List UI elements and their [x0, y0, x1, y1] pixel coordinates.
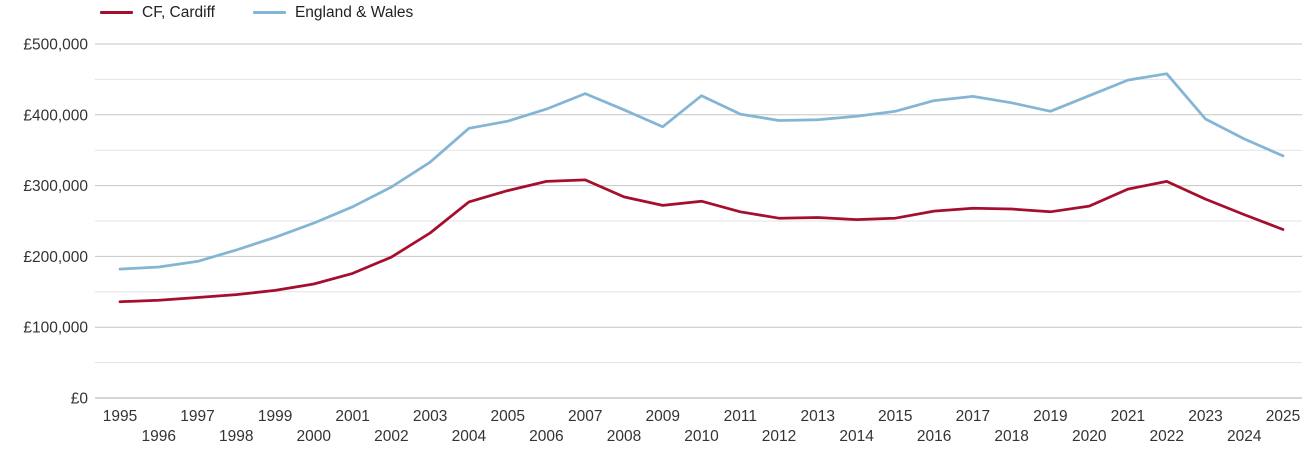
- series-line-cf-cardiff: [118, 178, 1285, 304]
- legend-swatch-england-wales: [252, 10, 286, 14]
- x-axis-label: 2017: [956, 408, 990, 425]
- x-axis-label: 1997: [180, 408, 214, 425]
- x-axis-label: 2020: [1072, 428, 1107, 445]
- x-axis-label: 2004: [452, 428, 487, 445]
- x-axis-label: 2009: [645, 408, 679, 425]
- x-axis-label: 2024: [1227, 428, 1262, 445]
- x-axis-label: 1998: [219, 428, 253, 445]
- legend-item-cf-cardiff[interactable]: CF, Cardiff: [100, 4, 215, 21]
- x-axis-label: 2016: [917, 428, 951, 445]
- x-axis-label: 2015: [878, 408, 912, 425]
- x-axis-label: 2013: [801, 408, 835, 425]
- x-axis-label: 2014: [839, 428, 874, 445]
- x-axis-label: 2006: [529, 428, 563, 445]
- x-axis-label: 2002: [374, 428, 408, 445]
- x-axis-label: 1995: [103, 408, 137, 425]
- series-line-england-wales: [118, 72, 1285, 271]
- legend-item-england-wales[interactable]: England & Wales: [252, 4, 414, 21]
- x-axis-label: 2025: [1266, 408, 1300, 425]
- x-axis-label: 2000: [297, 428, 332, 445]
- legend-label-cf-cardiff: CF, Cardiff: [142, 4, 215, 21]
- x-axis-label: 2019: [1033, 408, 1067, 425]
- y-axis-label: £300,000: [23, 178, 88, 195]
- x-axis-label: 2005: [490, 408, 524, 425]
- x-axis-label: 2021: [1111, 408, 1145, 425]
- legend-swatch-cf-cardiff: [100, 10, 133, 14]
- x-axis-label: 2008: [607, 428, 641, 445]
- y-axis-label: £500,000: [23, 37, 88, 54]
- x-axis-label: 2001: [335, 408, 369, 425]
- y-axis-label: £100,000: [23, 320, 88, 337]
- x-axis-label: 2010: [684, 428, 719, 445]
- x-axis-label: 2022: [1149, 428, 1183, 445]
- y-axis-label: £400,000: [23, 107, 88, 124]
- x-axis-label: 2018: [994, 428, 1028, 445]
- x-axis-label: 2011: [724, 408, 757, 425]
- x-axis-label: 1999: [258, 408, 292, 425]
- x-axis-label: 2023: [1188, 408, 1222, 425]
- y-axis-label: £200,000: [23, 249, 88, 266]
- legend-label-england-wales: England & Wales: [294, 4, 414, 21]
- x-axis-label: 1996: [142, 428, 176, 445]
- chart-legend: CF, Cardiff England & Wales: [100, 4, 413, 21]
- x-axis-label: 2012: [762, 428, 796, 445]
- x-axis-label: 2003: [413, 408, 447, 425]
- x-axis-label: 2007: [568, 408, 602, 425]
- y-axis-label: £0: [71, 391, 89, 408]
